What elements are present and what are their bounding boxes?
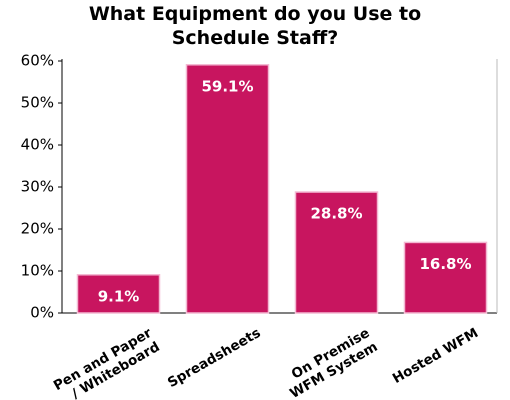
chart-title: What Equipment do you Use to Schedule St… [88,3,422,49]
bar [76,274,161,314]
value-label: 9.1% [98,287,140,305]
value-label: 28.8% [310,205,362,223]
bar [185,64,270,314]
y-tick-label: 50% [21,94,54,112]
y-tick-label: 60% [21,52,54,70]
y-tick-label: 0% [30,304,54,322]
y-tick-label: 20% [21,220,54,238]
y-tick-label: 40% [21,136,54,154]
bar [403,241,488,314]
bar [294,191,379,314]
value-label: 16.8% [419,255,471,273]
y-tick-label: 30% [21,178,54,196]
y-tick-label: 10% [21,262,54,280]
value-label: 59.1% [201,77,253,95]
